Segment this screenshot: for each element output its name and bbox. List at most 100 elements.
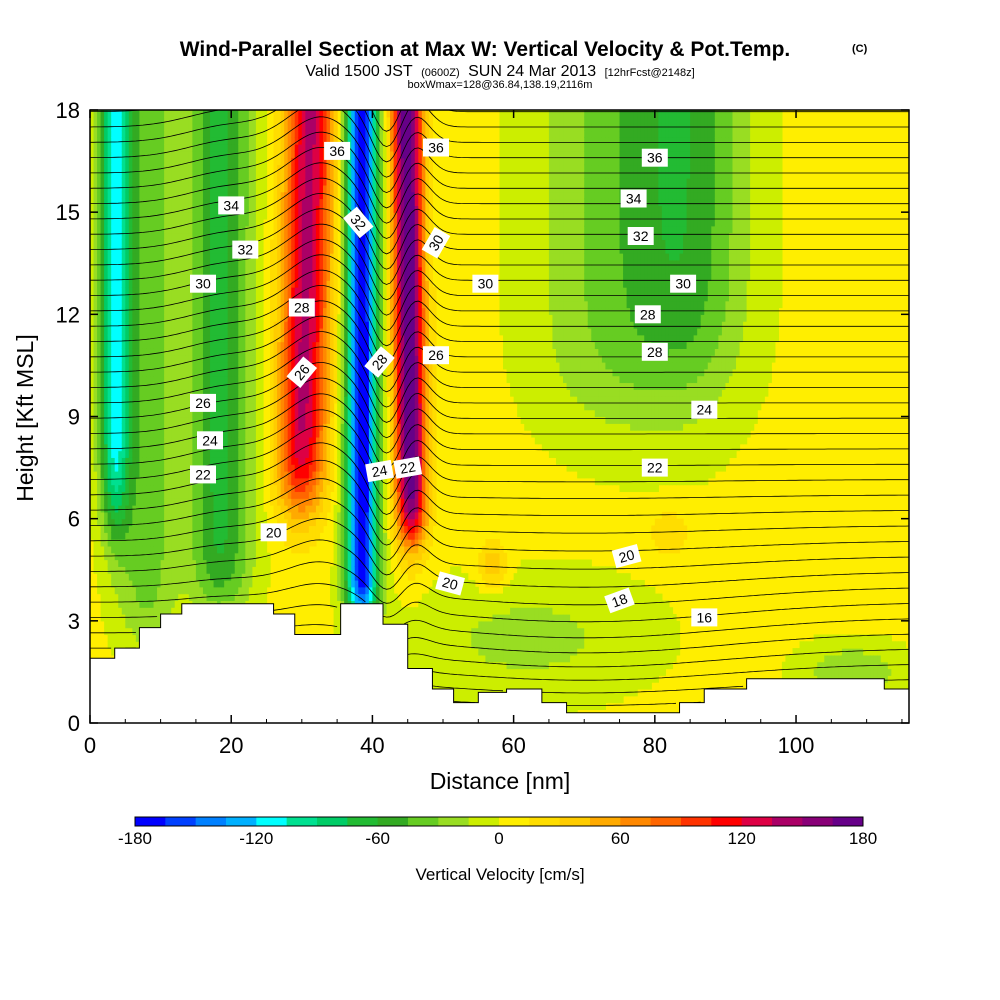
velocity-cell xyxy=(308,402,313,411)
velocity-cell xyxy=(224,532,229,540)
velocity-cell xyxy=(178,225,183,234)
velocity-cell xyxy=(142,539,148,547)
velocity-cell xyxy=(164,552,169,561)
velocity-cell xyxy=(206,130,211,138)
velocity-cell xyxy=(262,184,268,193)
velocity-cell xyxy=(139,334,144,343)
velocity-cell xyxy=(128,511,133,520)
velocity-cell xyxy=(245,212,250,220)
velocity-cell xyxy=(132,130,137,138)
velocity-cell xyxy=(142,314,148,322)
velocity-cell xyxy=(107,436,112,445)
velocity-cell xyxy=(150,116,155,125)
velocity-cell xyxy=(185,573,190,581)
velocity-cell xyxy=(319,293,324,302)
velocity-cell xyxy=(319,253,324,261)
velocity-cell xyxy=(125,314,130,322)
velocity-cell xyxy=(340,552,345,561)
velocity-cell xyxy=(181,416,186,424)
velocity-cell xyxy=(287,266,292,275)
velocity-cell xyxy=(301,232,306,241)
velocity-cell xyxy=(210,375,215,384)
velocity-cell xyxy=(104,341,109,349)
velocity-cell xyxy=(135,218,141,227)
velocity-cell xyxy=(248,266,253,275)
velocity-cell xyxy=(287,150,292,159)
velocity-cell xyxy=(199,505,204,513)
velocity-cell xyxy=(118,559,123,567)
velocity-cell xyxy=(206,116,211,125)
velocity-cell xyxy=(312,430,317,438)
velocity-cell xyxy=(199,300,204,309)
velocity-cell xyxy=(238,593,243,601)
velocity-cell xyxy=(195,307,201,315)
velocity-cell xyxy=(213,144,218,152)
velocity-cell xyxy=(326,505,331,513)
velocity-cell xyxy=(330,396,335,404)
velocity-cell xyxy=(139,130,144,138)
velocity-cell xyxy=(210,334,215,343)
velocity-cell xyxy=(337,573,342,581)
velocity-cell xyxy=(227,362,232,370)
velocity-cell xyxy=(146,191,151,200)
velocity-cell xyxy=(125,450,130,458)
velocity-cell xyxy=(210,416,215,424)
velocity-cell xyxy=(157,232,162,241)
velocity-cell xyxy=(118,273,123,281)
velocity-cell xyxy=(330,409,335,418)
velocity-cell xyxy=(142,239,148,247)
velocity-cell xyxy=(213,171,218,179)
velocity-cell xyxy=(298,144,303,152)
velocity-cell xyxy=(319,246,324,254)
velocity-cell xyxy=(135,212,141,220)
velocity-cell xyxy=(114,130,119,138)
velocity-cell xyxy=(135,341,141,349)
velocity-cell xyxy=(241,545,246,554)
velocity-cell xyxy=(322,396,328,404)
velocity-cell xyxy=(202,307,208,315)
velocity-cell xyxy=(312,327,317,336)
velocity-cell xyxy=(220,525,225,533)
velocity-cell xyxy=(234,321,239,329)
velocity-cell xyxy=(298,293,303,302)
velocity-cell xyxy=(90,239,95,247)
velocity-cell xyxy=(185,280,190,288)
velocity-cell xyxy=(301,259,306,268)
velocity-cell xyxy=(174,525,179,533)
velocity-cell xyxy=(330,287,335,295)
velocity-cell xyxy=(199,253,204,261)
velocity-cell xyxy=(277,416,282,424)
velocity-cell xyxy=(93,218,98,227)
velocity-cell xyxy=(146,150,151,159)
velocity-cell xyxy=(125,539,130,547)
velocity-cell xyxy=(160,239,165,247)
velocity-cell xyxy=(93,253,98,261)
velocity-cell xyxy=(157,198,162,206)
velocity-cell xyxy=(107,586,112,595)
velocity-cell xyxy=(195,144,201,152)
velocity-cell xyxy=(192,355,197,363)
velocity-cell xyxy=(135,266,141,275)
velocity-cell xyxy=(255,321,261,329)
velocity-cell xyxy=(114,470,119,479)
velocity-cell xyxy=(238,130,243,138)
velocity-cell xyxy=(252,409,257,418)
velocity-cell xyxy=(319,137,324,145)
velocity-cell xyxy=(284,218,289,227)
velocity-cell xyxy=(139,491,144,499)
velocity-cell xyxy=(217,266,222,275)
velocity-cell xyxy=(104,273,109,281)
velocity-cell xyxy=(153,579,158,588)
velocity-cell xyxy=(192,368,197,377)
velocity-cell xyxy=(227,498,232,506)
velocity-cell xyxy=(234,586,239,595)
velocity-cell xyxy=(277,355,282,363)
velocity-cell xyxy=(157,259,162,268)
velocity-cell xyxy=(330,178,335,186)
velocity-cell xyxy=(291,518,296,527)
velocity-cell xyxy=(142,110,148,118)
velocity-cell xyxy=(252,212,257,220)
velocity-cell xyxy=(238,457,243,465)
velocity-cell xyxy=(93,477,98,486)
velocity-cell xyxy=(107,402,112,411)
